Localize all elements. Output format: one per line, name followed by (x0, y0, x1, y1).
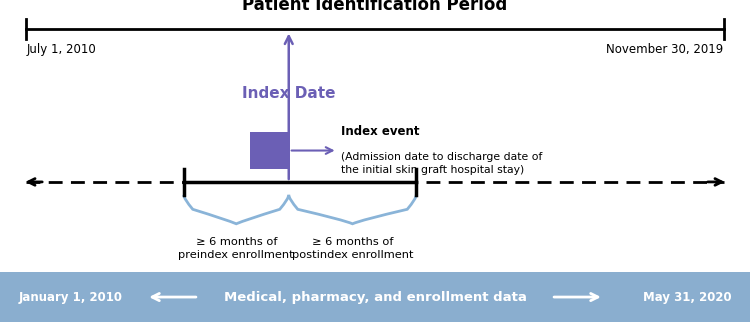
Text: July 1, 2010: July 1, 2010 (26, 43, 96, 56)
FancyBboxPatch shape (0, 272, 750, 322)
Text: (Admission date to discharge date of
the initial skin graft hospital stay): (Admission date to discharge date of the… (341, 152, 542, 175)
Text: Patient Identification Period: Patient Identification Period (242, 0, 508, 14)
Text: May 31, 2020: May 31, 2020 (643, 290, 731, 304)
Text: Index event: Index event (341, 125, 420, 138)
Text: ≥ 6 months of
preindex enrollment: ≥ 6 months of preindex enrollment (178, 237, 294, 260)
Text: ≥ 6 months of
postindex enrollment: ≥ 6 months of postindex enrollment (292, 237, 413, 260)
FancyBboxPatch shape (250, 132, 289, 169)
Text: November 30, 2019: November 30, 2019 (607, 43, 724, 56)
Text: Medical, pharmacy, and enrollment data: Medical, pharmacy, and enrollment data (224, 290, 526, 304)
Text: Index Date: Index Date (242, 86, 335, 101)
Text: January 1, 2010: January 1, 2010 (19, 290, 123, 304)
